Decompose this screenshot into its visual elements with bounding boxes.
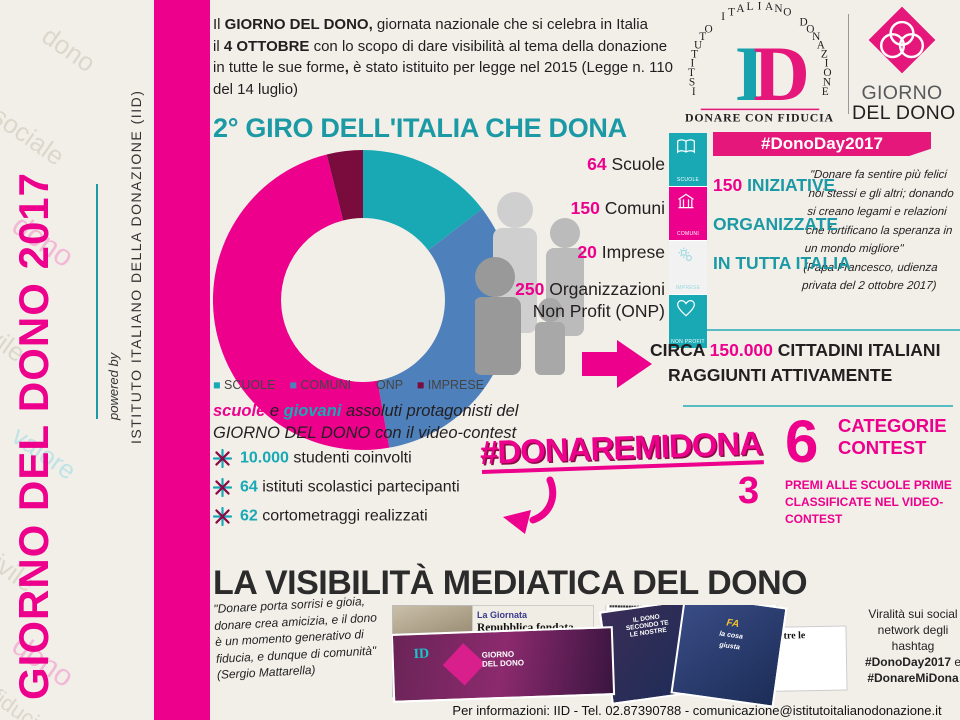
svg-text:D: D	[753, 30, 810, 117]
svg-text:DONARE CON FIDUCIA: DONARE CON FIDUCIA	[685, 111, 834, 124]
